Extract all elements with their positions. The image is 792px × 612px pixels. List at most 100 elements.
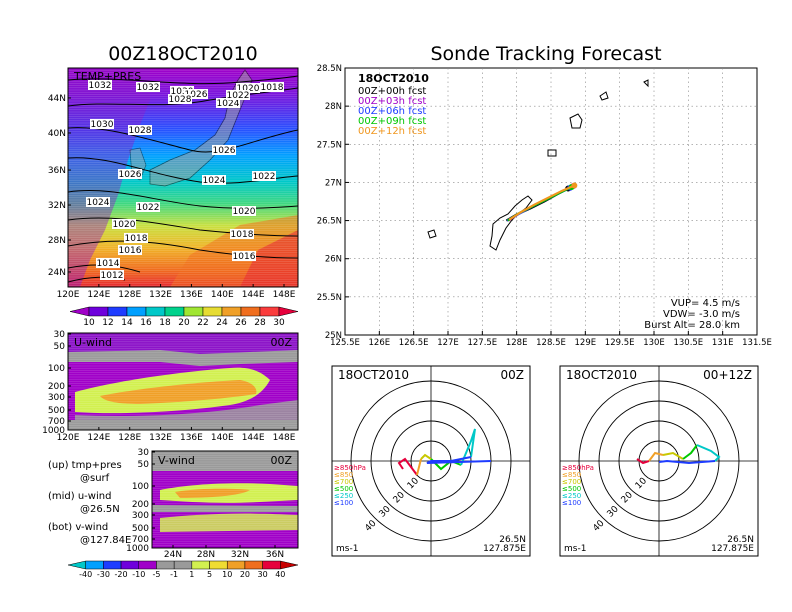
track-x-label: 127E	[437, 338, 459, 348]
v-wind-label: V-wind	[158, 454, 195, 467]
hodo-lat: 26.5N	[499, 535, 526, 545]
temp-colorbar-swatch	[107, 306, 128, 317]
note-bot-head: (bot) v-wind	[48, 522, 108, 533]
hodo-trace-5	[658, 459, 716, 465]
hodo-lon: 127.875E	[711, 544, 754, 554]
v-x-label: 36N	[266, 550, 284, 560]
v-wind-frame	[151, 450, 299, 549]
hodo-trace-0	[397, 457, 418, 476]
u-wind-time: 00Z	[270, 336, 292, 349]
island-amami	[569, 113, 583, 129]
wind-colorbar-swatch	[244, 560, 263, 570]
hodo-unit: ms-1	[336, 544, 358, 554]
hodo-level-label: ≤500	[334, 485, 353, 493]
temp-colorbar-label: 14	[121, 318, 133, 328]
track-x-label: 126.5E	[399, 338, 429, 348]
hodo-ring	[578, 380, 740, 542]
v-x-label: 24N	[164, 550, 182, 560]
isobar-label: 1018	[231, 230, 254, 240]
isobar-label-box	[136, 202, 160, 212]
temp-y-label: 24N	[48, 268, 66, 278]
isobar-label: 1030	[171, 87, 194, 97]
track-x-ticks: 125.5E 126E 126.5E 127E 127.5E 128E 128.5E 129E…	[330, 331, 772, 348]
u-wind-panel: U-wind 00Z 120E 124E 128E 132E 136E 140E 144E 1…	[42, 330, 299, 443]
hodo-level-label: ≤700	[334, 478, 353, 486]
track-end-point-4	[571, 182, 578, 189]
u-y-label: 50	[54, 342, 66, 352]
temp-colorbar: 10 12 14 16 18 20 22 24 26 28 30	[69, 306, 299, 328]
u-wind-frame	[67, 332, 299, 431]
isobar-label-box	[118, 169, 142, 179]
temp-colorbar-swatch	[259, 306, 280, 317]
wind-colorbar-swatch	[280, 560, 299, 570]
temp-y-ticks: 24N 28N 32N 36N 40N 44N	[48, 94, 71, 278]
v-wind-top-band	[152, 451, 298, 471]
v-x-label: 32N	[231, 550, 249, 560]
temp-y-label: 44N	[48, 94, 66, 104]
u-y-label: 200	[48, 382, 65, 392]
u-x-label: 124E	[87, 433, 110, 443]
track-x-label: 129E	[575, 338, 597, 348]
isobar-label: 1026	[213, 146, 236, 156]
hodo-ring	[598, 400, 720, 522]
temp-x-label: 128E	[118, 290, 141, 300]
isobar-label-box	[100, 270, 124, 280]
v-y-label: 30	[138, 448, 150, 458]
hodo-lat: 26.5N	[727, 535, 754, 545]
temp-colorbar-label: 10	[83, 318, 95, 328]
hodo-trace-0	[636, 458, 650, 465]
wind-colorbar-swatch	[138, 560, 157, 570]
temp-colorbar-label: 20	[178, 318, 190, 328]
isobar-label-box	[86, 197, 110, 207]
temp-x-label: 124E	[87, 290, 110, 300]
forecast-title: Sonde Tracking Forecast	[430, 43, 661, 65]
wind-colorbar-label: -20	[115, 570, 128, 579]
v-y-label: 50	[138, 460, 150, 470]
temp-x-label: 148E	[273, 290, 296, 300]
hodo-level-label: ≤850	[562, 471, 581, 479]
wind-colorbar-swatch	[191, 560, 210, 570]
hodo-date: 18OCT2010	[338, 368, 409, 382]
v-y-label: 200	[132, 500, 149, 510]
track-lines	[505, 182, 578, 222]
temp-colorbar-swatch	[126, 306, 147, 317]
isobar-label-box	[236, 83, 260, 93]
wind-colorbar-label: -40	[79, 570, 92, 579]
temp-colorbar-label: 16	[140, 318, 152, 328]
isobar-label-box	[232, 251, 256, 261]
info-burst: Burst Alt= 28.0 km	[644, 320, 740, 331]
temp-colorbar-swatch	[88, 306, 109, 317]
isobar-label: 1030	[91, 120, 114, 130]
u-wind-jet-grey	[75, 400, 298, 424]
isobar-label: 1022	[227, 91, 250, 101]
isobar-label: 1020	[233, 207, 256, 217]
v-y-label: 500	[132, 524, 149, 534]
wind-colorbar-swatch	[120, 560, 140, 570]
wind-colorbar-swatch	[103, 560, 122, 570]
wind-colorbar-label: 30	[258, 570, 268, 579]
island-north	[643, 79, 649, 88]
temp-colorbar-label: 12	[102, 318, 113, 328]
isobar-label: 1032	[89, 81, 112, 91]
isobar-label-box	[168, 94, 192, 104]
wind-colorbar-label: -10	[132, 570, 145, 579]
hodo-lon: 127.875E	[483, 544, 526, 554]
hodo-level-label: ≤250	[562, 492, 581, 500]
wind-colorbar-label: -5	[152, 570, 160, 579]
wind-colorbar-swatch	[173, 560, 193, 570]
hodo-trace-2	[662, 451, 684, 460]
track-legend-entry: 00Z+06h fcst	[358, 106, 426, 117]
isobar-label-box	[260, 82, 284, 92]
isobar-label: 1022	[137, 203, 160, 213]
track-y-ticks: 25N 25.5N 26N 26.5N 27N 27.5N 28N 28.5N	[317, 64, 349, 341]
track-legend-entry: 00Z+12h fcst	[358, 126, 426, 137]
isobar-label-box	[216, 98, 240, 108]
isobar-label: 1020	[237, 84, 260, 94]
track-x-label: 129.5E	[605, 338, 635, 348]
isobars	[68, 75, 298, 283]
u-y-label: 500	[48, 406, 65, 416]
